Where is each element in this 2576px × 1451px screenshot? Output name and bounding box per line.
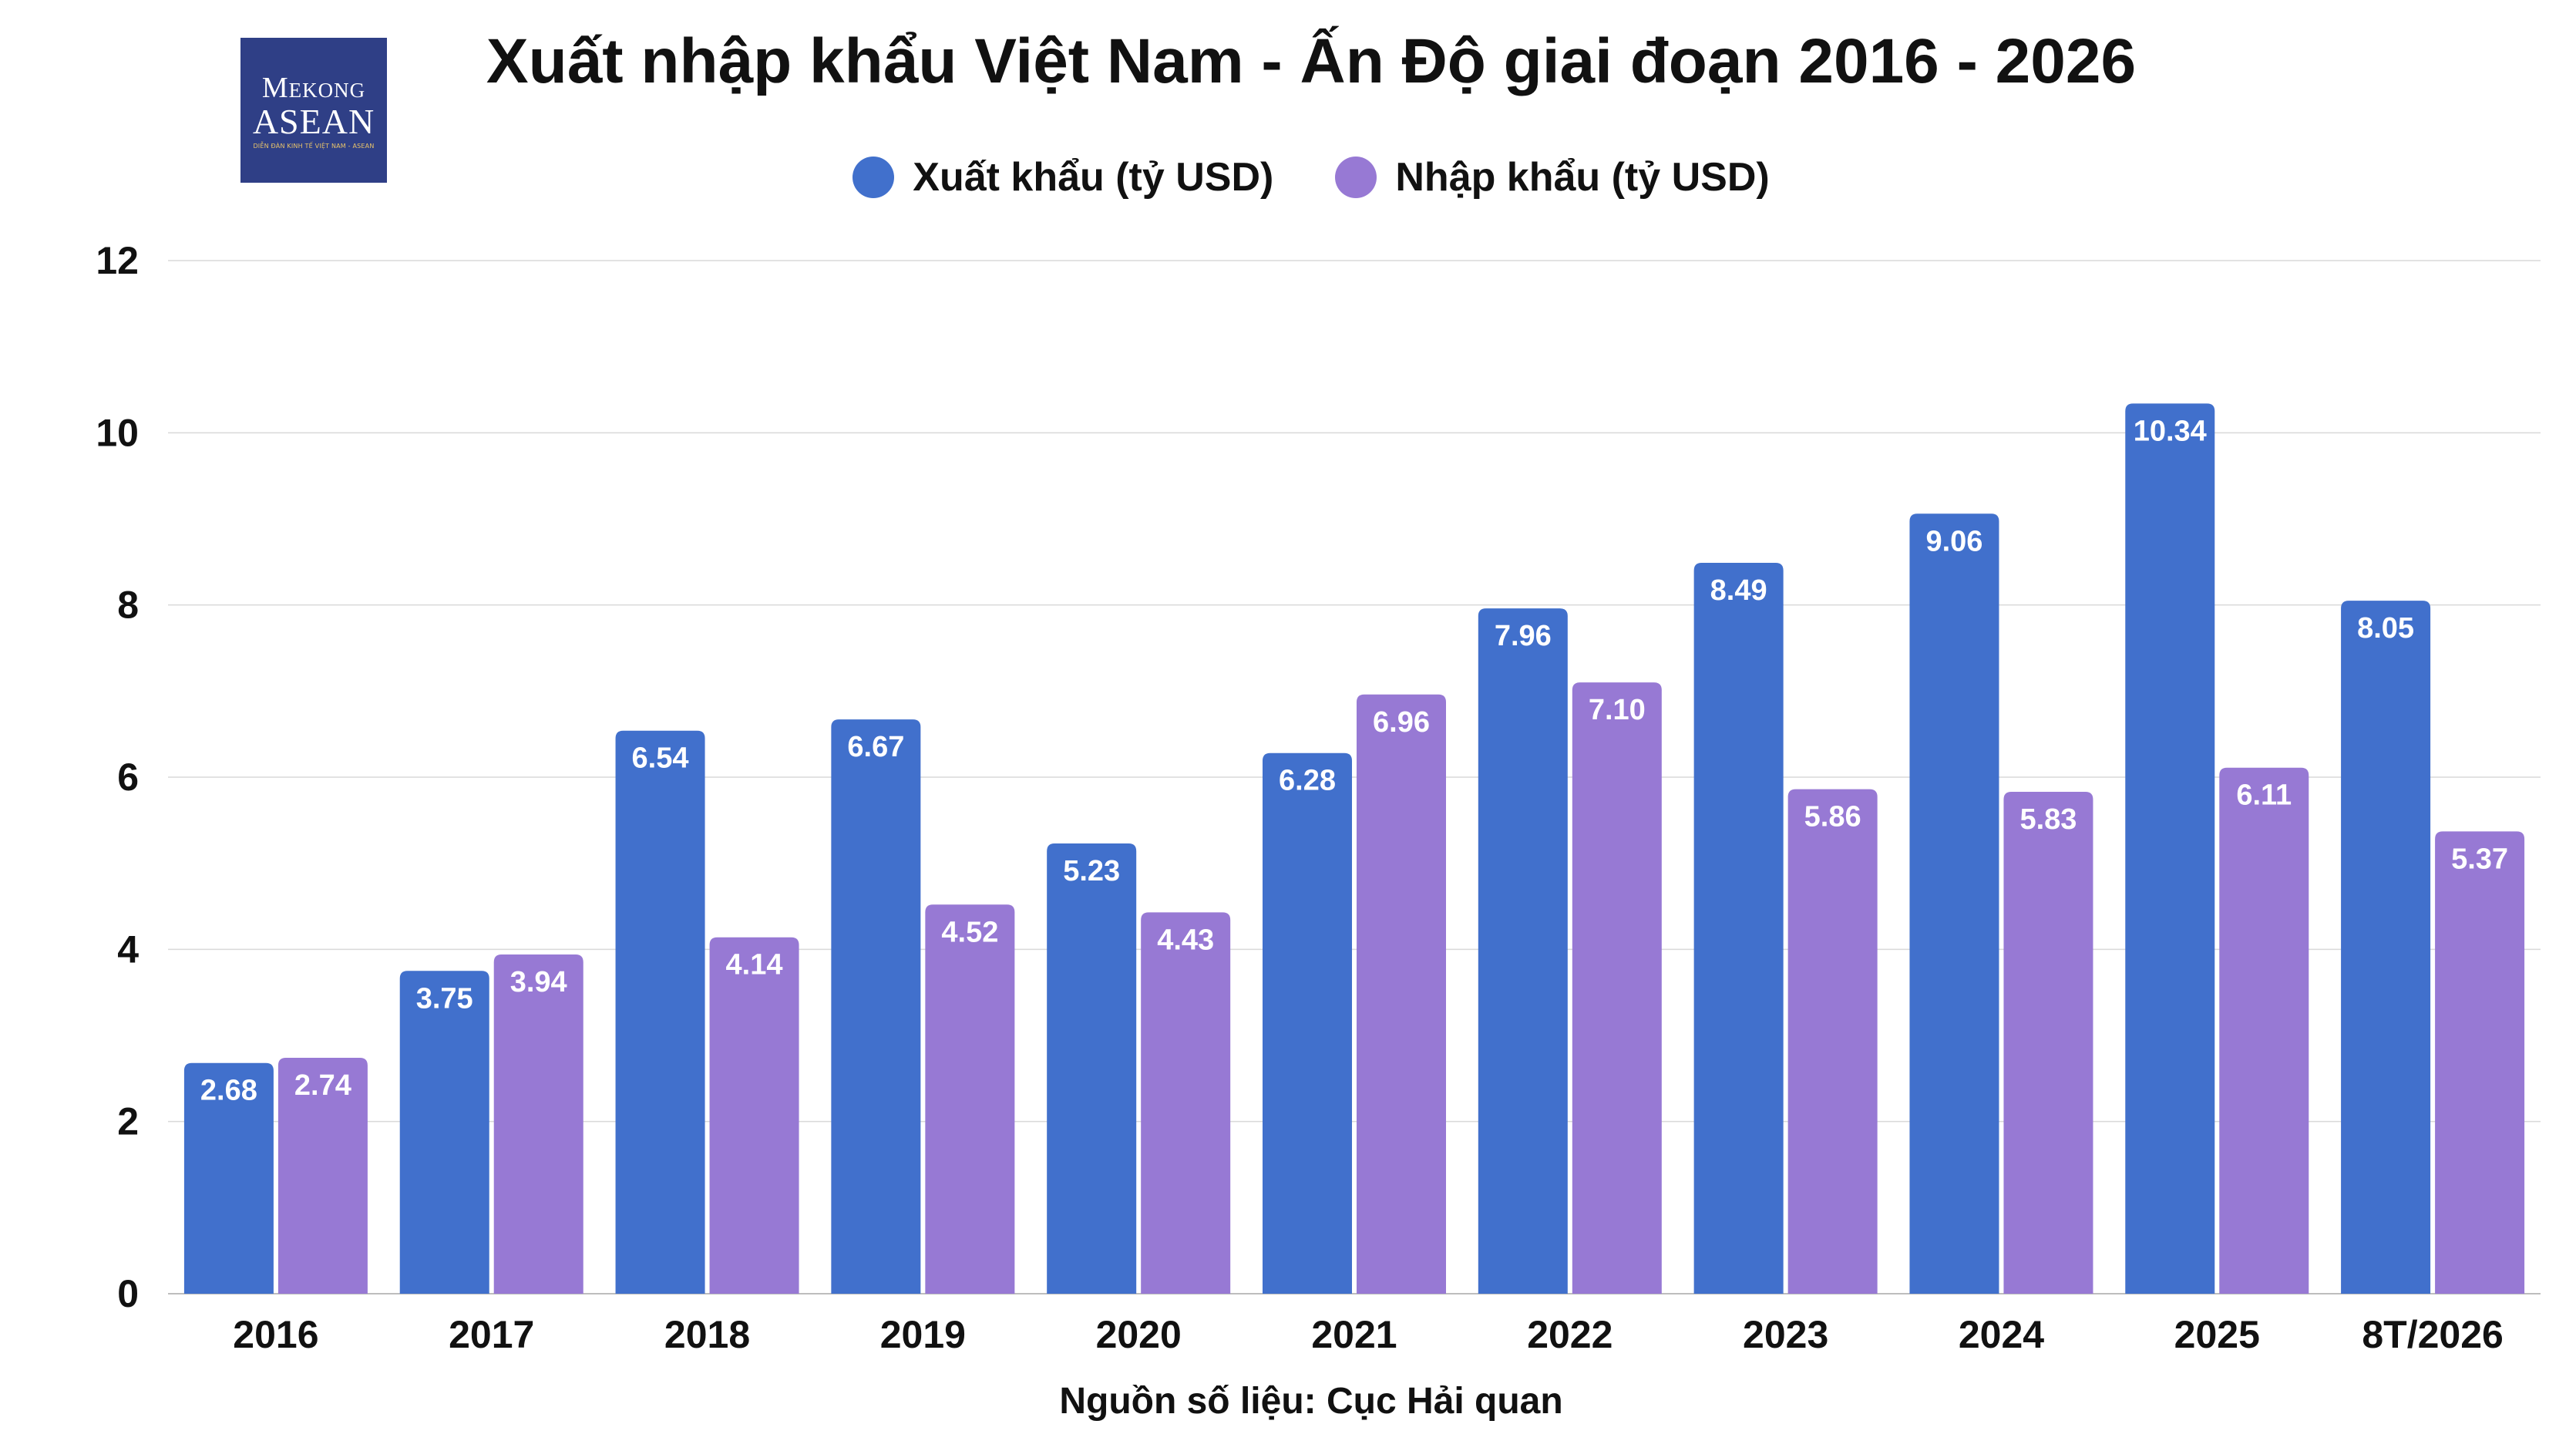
bar-export: [1047, 843, 1137, 1294]
bar-value-label: 5.86: [1804, 801, 1861, 833]
bar-value-label: 4.14: [726, 949, 783, 981]
y-tick-label: 10: [96, 411, 139, 454]
bar-value-label: 3.94: [510, 966, 567, 998]
legend-item-export: Xuất khẩu (tỷ USD): [853, 154, 1273, 200]
bar-import: [2435, 831, 2525, 1294]
bar-value-label: 2.68: [200, 1075, 257, 1107]
bar-import: [1141, 912, 1231, 1294]
bar-import: [2003, 791, 2093, 1294]
bar-value-label: 4.52: [941, 916, 998, 948]
x-tick-label: 2022: [1527, 1313, 1613, 1356]
y-tick-label: 6: [117, 756, 139, 799]
bar-value-label: 10.34: [2134, 415, 2207, 447]
bar-import: [1357, 694, 1446, 1294]
bar-export: [1909, 513, 1999, 1294]
bar-export: [615, 730, 705, 1294]
bar-value-label: 5.37: [2451, 843, 2508, 875]
bar-value-label: 6.96: [1373, 706, 1430, 739]
y-tick-label: 12: [96, 239, 139, 282]
bar-value-label: 3.75: [416, 982, 473, 1015]
y-tick-label: 2: [117, 1100, 139, 1143]
bar-export: [1478, 608, 1568, 1294]
bar-export: [183, 1062, 274, 1294]
bar-value-label: 5.23: [1063, 855, 1120, 887]
bar-value-label: 6.11: [2236, 779, 2292, 812]
bar-import: [925, 904, 1015, 1294]
bar-import: [493, 954, 583, 1294]
bar-value-label: 5.83: [2019, 803, 2077, 836]
bar-import: [709, 937, 799, 1294]
x-tick-label: 2021: [1311, 1313, 1397, 1356]
y-tick-label: 4: [117, 927, 139, 971]
bar-export: [1693, 562, 1784, 1294]
x-tick-label: 2023: [1743, 1313, 1828, 1356]
x-tick-label: 2020: [1096, 1313, 1182, 1356]
bar-value-label: 9.06: [1925, 525, 1982, 557]
bar-value-label: 8.05: [2357, 612, 2414, 645]
bar-value-label: 4.43: [1157, 924, 1214, 956]
bar-value-label: 6.28: [1279, 765, 1336, 797]
chart-title: Xuất nhập khẩu Việt Nam - Ấn Độ giai đoạ…: [486, 26, 2137, 96]
bar-value-label: 7.96: [1495, 620, 1552, 652]
legend-label-import: Nhập khẩu (tỷ USD): [1395, 155, 1770, 200]
y-tick-label: 8: [117, 584, 139, 627]
logo-text-asean: ASEAN: [252, 102, 375, 141]
bar-value-label: 2.74: [294, 1069, 351, 1102]
bar-export: [2125, 403, 2215, 1294]
x-tick-label: 8T/2026: [2362, 1313, 2503, 1356]
logo-text-mekong: Mekong: [261, 72, 366, 104]
bar-value-label: 6.67: [847, 731, 904, 763]
data-source-note: Nguồn số liệu: Cục Hải quan: [1059, 1381, 1563, 1422]
legend-swatch-import: [1335, 157, 1377, 198]
x-tick-label: 2016: [233, 1313, 318, 1356]
x-tick-label: 2024: [1959, 1313, 2044, 1356]
bar-value-label: 8.49: [1710, 574, 1767, 607]
x-tick-label: 2025: [2174, 1313, 2260, 1356]
bar-value-label: 7.10: [1589, 694, 1646, 726]
bar-import: [2219, 767, 2309, 1294]
legend-label-export: Xuất khẩu (tỷ USD): [913, 155, 1274, 200]
x-tick-label: 2019: [880, 1313, 966, 1356]
bar-export: [2341, 601, 2431, 1294]
bar-value-label: 6.54: [632, 742, 689, 775]
x-tick-label: 2018: [664, 1313, 750, 1356]
logo-tagline: DIỄN ĐÀN KINH TẾ VIỆT NAM - ASEAN: [253, 143, 375, 150]
bar-export: [831, 719, 921, 1294]
x-tick-label: 2017: [449, 1313, 534, 1356]
bar-export: [1263, 752, 1352, 1294]
legend-item-import: Nhập khẩu (tỷ USD): [1335, 154, 1770, 200]
mekong-asean-logo: Mekong ASEAN DIỄN ĐÀN KINH TẾ VIỆT NAM -…: [240, 38, 387, 183]
legend-swatch-export: [853, 157, 895, 198]
bar-import: [1787, 789, 1878, 1294]
chart-legend: Xuất khẩu (tỷ USD) Nhập khẩu (tỷ USD): [0, 154, 2576, 200]
bar-import: [277, 1058, 368, 1294]
y-tick-label: 0: [117, 1272, 139, 1315]
bar-export: [399, 971, 489, 1294]
bar-import: [1572, 682, 1662, 1294]
